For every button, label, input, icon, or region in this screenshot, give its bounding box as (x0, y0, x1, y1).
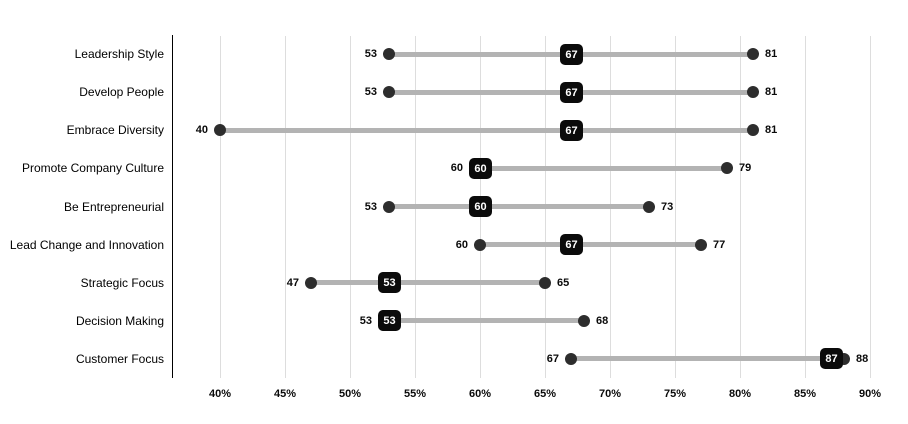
high-value-label: 77 (713, 239, 726, 251)
low-value-label: 60 (450, 162, 463, 174)
value-badge: 87 (820, 348, 843, 369)
low-dot (214, 124, 226, 136)
x-tick-label: 45% (273, 388, 297, 400)
low-value-label: 53 (364, 201, 377, 213)
low-value-label: 60 (455, 239, 468, 251)
value-badge: 67 (560, 44, 583, 65)
high-value-label: 79 (739, 162, 752, 174)
high-dot (578, 315, 590, 327)
low-dot (383, 86, 395, 98)
x-tick-label: 55% (403, 388, 427, 400)
category-label: Customer Focus (75, 352, 164, 366)
range-line (389, 204, 649, 209)
x-tick-label: 75% (663, 388, 687, 400)
low-dot (383, 201, 395, 213)
low-value-label: 67 (546, 353, 559, 365)
value-badge: 67 (560, 120, 583, 141)
gridline (220, 36, 221, 378)
category-label: Lead Change and Innovation (9, 238, 164, 252)
x-tick-label: 90% (858, 388, 882, 400)
x-tick-label: 40% (208, 388, 232, 400)
value-badge: 53 (378, 272, 401, 293)
x-tick-label: 65% (533, 388, 557, 400)
value-badge: 67 (560, 82, 583, 103)
category-label: Promote Company Culture (21, 161, 164, 175)
high-dot (539, 277, 551, 289)
low-dot (383, 48, 395, 60)
gridline (805, 36, 806, 378)
value-badge: 67 (560, 234, 583, 255)
gridline (285, 36, 286, 378)
category-label: Embrace Diversity (66, 123, 164, 137)
high-value-label: 81 (765, 48, 778, 60)
high-dot (747, 48, 759, 60)
range-line (220, 128, 753, 133)
high-dot (695, 239, 707, 251)
high-dot (747, 86, 759, 98)
category-label: Leadership Style (74, 47, 164, 61)
low-dot (305, 277, 317, 289)
value-badge: 60 (469, 196, 492, 217)
low-value-label: 53 (359, 315, 372, 327)
low-value-label: 47 (286, 277, 299, 289)
category-label: Develop People (79, 85, 164, 99)
low-dot (474, 239, 486, 251)
high-value-label: 65 (557, 277, 570, 289)
high-dot (747, 124, 759, 136)
gridline (350, 36, 351, 378)
range-line (480, 242, 701, 247)
high-value-label: 81 (765, 86, 778, 98)
high-value-label: 73 (661, 201, 674, 213)
low-dot (565, 353, 577, 365)
x-tick-label: 85% (793, 388, 817, 400)
category-label: Strategic Focus (80, 276, 164, 290)
value-badge: 53 (378, 310, 401, 331)
range-line (311, 280, 545, 285)
category-label: Decision Making (75, 314, 164, 328)
range-line (571, 356, 844, 361)
low-value-label: 53 (364, 86, 377, 98)
range-line (480, 166, 727, 171)
gridline (740, 36, 741, 378)
y-axis-line (172, 35, 173, 378)
high-dot (721, 162, 733, 174)
gridline (870, 36, 871, 378)
x-tick-label: 60% (468, 388, 492, 400)
value-badge: 60 (469, 158, 492, 179)
high-value-label: 68 (596, 315, 609, 327)
x-tick-label: 70% (598, 388, 622, 400)
category-label: Be Entrepreneurial (63, 200, 164, 214)
low-value-label: 40 (195, 124, 208, 136)
high-value-label: 88 (856, 353, 869, 365)
x-tick-label: 50% (338, 388, 362, 400)
low-value-label: 53 (364, 48, 377, 60)
high-dot (643, 201, 655, 213)
x-tick-label: 80% (728, 388, 752, 400)
range-line (389, 318, 584, 323)
gridline (675, 36, 676, 378)
high-value-label: 81 (765, 124, 778, 136)
